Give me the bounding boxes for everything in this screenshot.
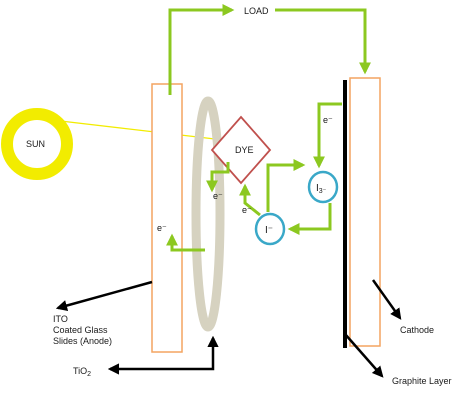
iodide-to-dye-arrow [239,183,261,217]
tio2-label: TiO2 [73,366,91,378]
load-label: LOAD [244,6,269,16]
graphite-pointer-arrow [344,333,384,378]
electron-label-dye: e⁻ [213,191,223,201]
load-circuit-arrow-in [275,8,371,75]
triiodide-label-sub: 3⁻ [319,188,327,195]
ito-label-line2: Coated Glass [53,325,108,335]
triiodide-to-iodide-arrow [287,203,332,235]
sun-label: SUN [26,139,45,149]
ito-pointer-arrow [55,280,153,312]
triiodide-ion [307,170,339,204]
load-circuit-arrow-out [168,4,235,95]
electron-label-iodide: e⁻ [242,205,252,215]
graphite-label: Graphite Layer [392,376,452,386]
tio2-label-base: TiO [73,366,87,376]
ito-label-line3: Slides (Anode) [53,336,112,346]
iodide-label: I⁻ [265,225,273,236]
dye-label: DYE [235,145,254,155]
cathode-label: Cathode [400,325,434,335]
cathode-pointer-arrow [371,279,402,320]
sun-ring [1,108,73,180]
ito-label: ITO Coated Glass Slides (Anode) [53,314,112,346]
cathode-to-triiodide-arrow [313,102,342,169]
tio2-pointer-arrow [107,335,219,375]
tio2-label-sub: 2 [87,371,91,378]
cathode-slide [349,77,381,347]
triiodide-label-base: I [316,183,319,194]
electron-label-anode: e⁻ [157,223,167,233]
tio2-layer [191,96,225,332]
ito-label-line1: ITO [53,314,68,324]
iodide-ion [254,212,286,246]
tio2-to-anode-arrow [166,233,205,252]
iodide-to-triiodide-arrow [266,159,306,212]
anode-glass-slide [151,83,183,353]
dye-to-tio2-arrow [206,162,230,193]
electron-label-cathode: e⁻ [323,115,333,125]
triiodide-label: I3⁻ [316,183,327,195]
